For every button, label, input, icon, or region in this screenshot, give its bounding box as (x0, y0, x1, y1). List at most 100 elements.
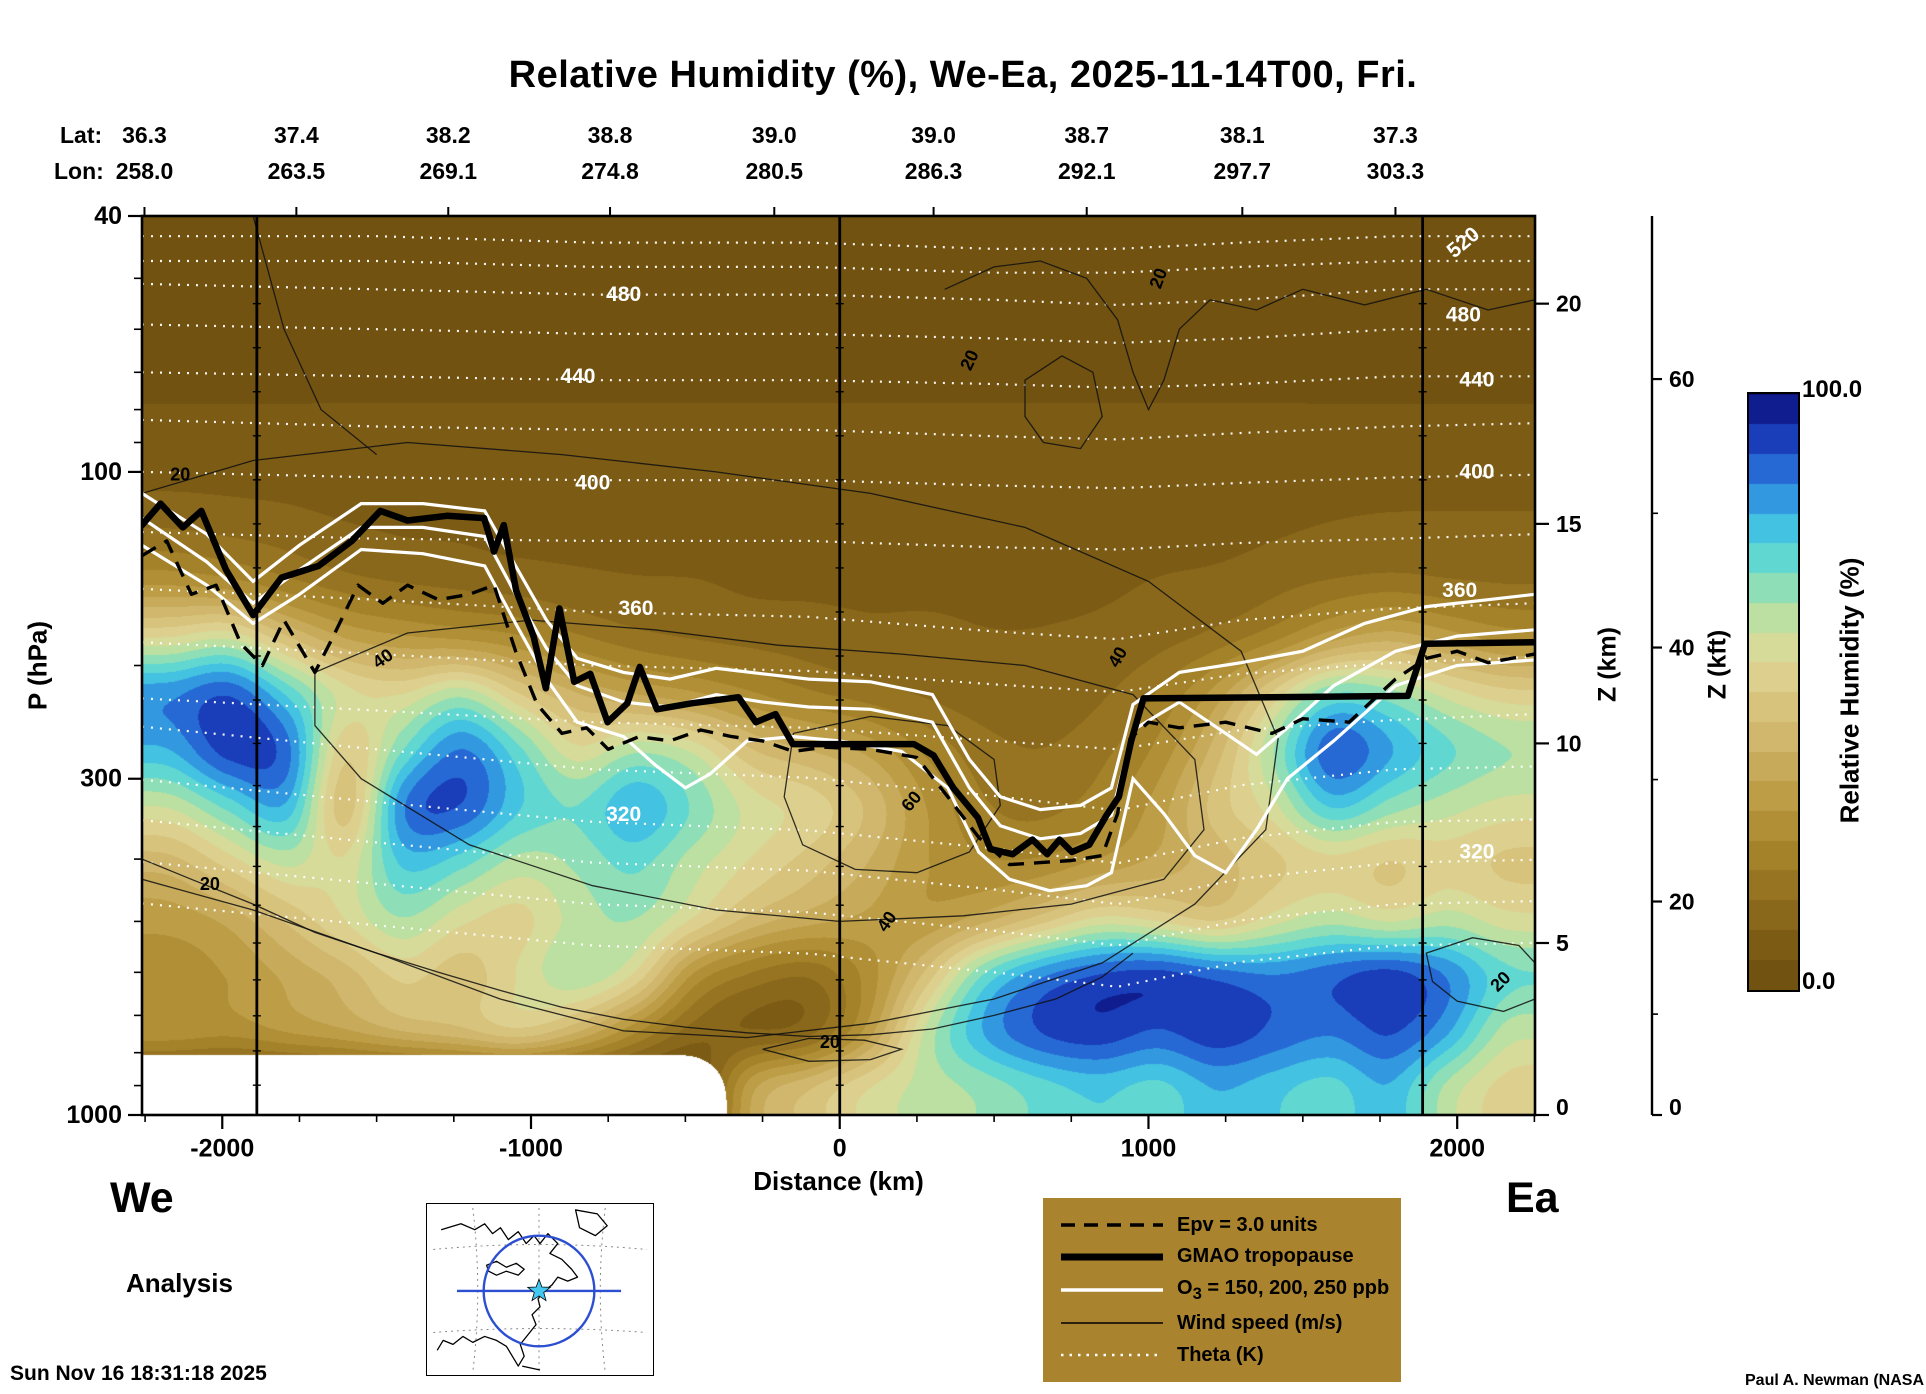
theta-contour-480 (142, 282, 1535, 307)
theta-contour-340 (142, 697, 1535, 751)
theta-line-sample (1061, 1353, 1163, 1357)
svg-text:400: 400 (575, 471, 610, 494)
theta-contour-360 (142, 587, 1535, 641)
theta-contour-420 (142, 418, 1535, 441)
lon-value: 258.0 (115, 158, 174, 184)
theta-contour-520 (142, 235, 1535, 250)
svg-text:2000: 2000 (1429, 1135, 1485, 1163)
endpoint-east-label: Ea (1506, 1174, 1559, 1222)
legend-label: GMAO tropopause (1177, 1245, 1354, 1268)
flight-track-circle (482, 1234, 596, 1348)
legend-item-epv: Epv = 3.0 units (1057, 1213, 1387, 1237)
wind-contour (142, 441, 1279, 1039)
svg-text:360: 360 (1442, 579, 1477, 602)
colorbar-min-label: 0.0 (1802, 968, 1836, 995)
lat-value: 37.3 (1373, 122, 1418, 148)
lat-value: 39.0 (751, 122, 797, 148)
svg-text:20: 20 (1486, 967, 1514, 995)
lat-value: 36.3 (122, 122, 167, 148)
lon-prefix: Lon: (54, 158, 104, 184)
theta-contour-380 (142, 530, 1535, 551)
tropopause-line (142, 500, 1535, 858)
analysis-label: Analysis (126, 1268, 233, 1298)
wind-contour (944, 260, 1535, 412)
theta-contour-460 (142, 323, 1535, 345)
theta-contour-330 (142, 725, 1535, 812)
theta-contour-310 (142, 819, 1535, 906)
colorbar-max-label: 100.0 (1802, 376, 1863, 403)
location-star (526, 1277, 552, 1302)
svg-text:-2000: -2000 (190, 1135, 254, 1163)
svg-text:20: 20 (1146, 265, 1172, 291)
graticule (433, 1207, 647, 1373)
colorbar (1747, 392, 1800, 992)
svg-text:320: 320 (606, 803, 641, 826)
svg-text:0: 0 (1669, 1094, 1682, 1120)
svg-text:10: 10 (1556, 730, 1582, 756)
legend-label: Theta (K) (1177, 1343, 1264, 1366)
altitude-kft-axis-title: Z (kft) (1703, 629, 1732, 700)
svg-text:480: 480 (606, 283, 641, 306)
lon-value: 263.5 (267, 158, 326, 184)
tropopause-line-sample (1061, 1253, 1163, 1261)
svg-text:440: 440 (1459, 369, 1494, 392)
svg-text:40: 40 (94, 202, 122, 230)
endpoint-west-label: We (110, 1174, 174, 1222)
svg-text:40: 40 (1104, 643, 1131, 670)
coastline (436, 1209, 608, 1371)
legend-label: Wind speed (m/s) (1177, 1311, 1343, 1334)
svg-text:0: 0 (833, 1135, 847, 1163)
lon-row: Lon: 258.0 263.5 269.1 274.8 280.5 286.3 292.1… (0, 158, 1926, 188)
epv-line-sample (1061, 1223, 1163, 1227)
wind-contour (762, 1037, 904, 1062)
lat-value: 37.4 (273, 122, 319, 148)
legend-label: O3 = 150, 200, 250 ppb (1177, 1276, 1390, 1303)
svg-text:480: 480 (1446, 303, 1481, 326)
svg-text:20: 20 (1669, 889, 1695, 915)
svg-text:400: 400 (1459, 460, 1494, 483)
svg-text:320: 320 (1459, 841, 1494, 864)
svg-text:40: 40 (369, 644, 397, 672)
map-inset (426, 1203, 654, 1376)
colorbar-title: Relative Humidity (%) (1834, 557, 1865, 824)
svg-text:440: 440 (560, 365, 595, 388)
wind-contour (1425, 937, 1535, 1013)
svg-text:60: 60 (897, 787, 925, 815)
legend-item-theta: Theta (K) (1057, 1343, 1387, 1367)
svg-text:20: 20 (200, 874, 220, 894)
altitude-km-axis-title: Z (km) (1593, 627, 1622, 702)
lat-prefix: Lat: (60, 122, 103, 148)
theta-contour-290 (142, 902, 1535, 988)
svg-text:360: 360 (618, 597, 653, 620)
svg-text:1000: 1000 (66, 1101, 122, 1129)
wind-contour (142, 858, 1134, 1038)
svg-text:60: 60 (1669, 366, 1695, 392)
lon-value: 297.7 (1213, 158, 1272, 184)
legend-label: Epv = 3.0 units (1177, 1213, 1318, 1236)
generation-timestamp: Sun Nov 16 18:31:18 2025 (10, 1362, 267, 1385)
svg-text:520: 520 (1443, 223, 1485, 263)
svg-text:20: 20 (956, 347, 983, 374)
ozone-contour (142, 516, 1535, 841)
lat-value: 38.7 (1064, 122, 1110, 148)
ozone-line-sample (1061, 1288, 1163, 1292)
legend-item-tropopause: GMAO tropopause (1057, 1245, 1387, 1269)
svg-text:0: 0 (1556, 1094, 1569, 1120)
svg-text:20: 20 (820, 1032, 840, 1052)
svg-text:15: 15 (1556, 511, 1582, 537)
theta-contour-300 (142, 860, 1535, 947)
lon-value: 269.1 (419, 158, 478, 184)
theta-contour-400 (142, 470, 1535, 490)
svg-text:300: 300 (80, 765, 122, 793)
legend-item-wind: Wind speed (m/s) (1057, 1311, 1387, 1335)
svg-text:20: 20 (170, 465, 190, 485)
wind-contour (314, 619, 1205, 923)
svg-text:-1000: -1000 (499, 1135, 563, 1163)
svg-text:1000: 1000 (1121, 1135, 1177, 1163)
wind-contour (252, 216, 378, 456)
theta-contour-440 (142, 371, 1535, 389)
lon-value: 303.3 (1366, 158, 1425, 184)
legend-item-ozone: O3 = 150, 200, 250 ppb (1057, 1276, 1390, 1304)
